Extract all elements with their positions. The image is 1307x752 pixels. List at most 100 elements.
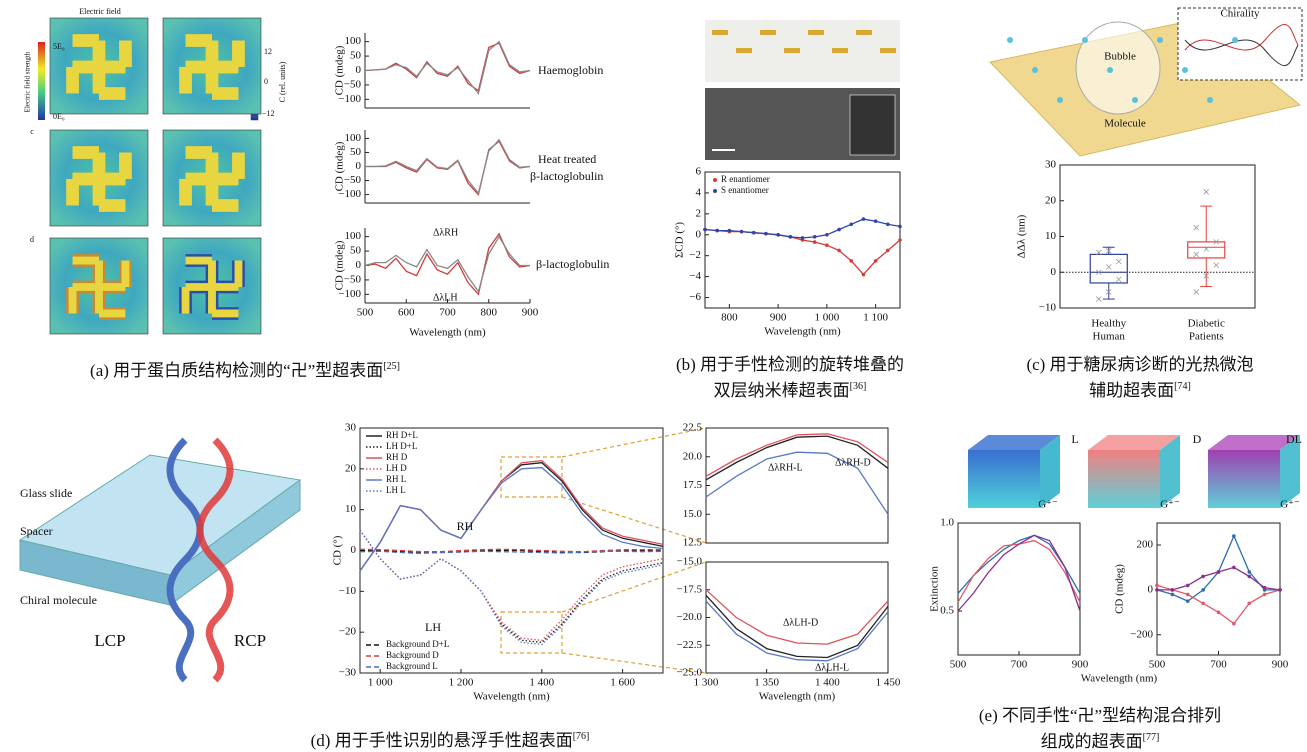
point	[837, 249, 841, 253]
x-tick-label: 1 600	[610, 677, 635, 689]
molecule	[1107, 67, 1113, 73]
plot-frame	[1060, 165, 1255, 308]
legend-label: RH D	[386, 452, 408, 462]
legend-label: R enantiomer	[721, 174, 770, 184]
point	[1171, 593, 1175, 597]
caption-line: (e) 不同手性“卍”型结构混合排列	[979, 706, 1221, 725]
y-tick-label: −10	[339, 585, 357, 597]
point	[1194, 225, 1199, 230]
point	[1194, 289, 1199, 294]
caption-ref: [76]	[573, 731, 590, 742]
point	[813, 235, 817, 239]
y-tick-label: 200	[1137, 539, 1154, 551]
point	[1106, 264, 1111, 269]
y-tick-label: 4	[696, 186, 702, 198]
point	[1201, 602, 1205, 606]
caption: (e) 不同手性“卍”型结构混合排列	[979, 706, 1221, 725]
y-tick-label: 100	[345, 132, 362, 144]
y-axis-label: Extinction	[929, 566, 941, 612]
point	[1214, 263, 1219, 268]
series-line	[1157, 585, 1280, 623]
point	[1186, 593, 1190, 597]
point	[862, 273, 866, 277]
x-tick-label: 900	[1072, 659, 1089, 671]
molecule	[1057, 97, 1063, 103]
y-tick-label: −200	[1130, 628, 1153, 640]
series-line	[360, 530, 663, 644]
y-axis-label: ΣCD (°)	[674, 222, 686, 258]
point	[1171, 588, 1175, 592]
point	[1247, 570, 1251, 574]
y-tick-label: 12.5	[683, 537, 703, 549]
caption: (b) 用于手性检测的旋转堆叠的	[676, 355, 904, 374]
y-tick-label: −50	[344, 273, 362, 285]
point	[874, 259, 878, 263]
annotation: Glass slide	[20, 486, 72, 500]
x-tick-label: 1 350	[754, 677, 779, 689]
molecule	[1082, 37, 1088, 43]
y-axis-label: CD (mdeg)	[334, 45, 346, 95]
y-tick-label: 22.5	[683, 422, 703, 434]
box	[1188, 242, 1225, 258]
annotation: Spacer	[20, 524, 53, 538]
sem-inset	[850, 95, 895, 155]
annotation: 0E₀	[53, 112, 65, 121]
annotation: ΔλRH-L	[768, 462, 803, 473]
legend-label: Background D+L	[386, 639, 449, 649]
cube	[1088, 450, 1160, 508]
annotation: β-lactoglobulin	[530, 169, 603, 183]
y-axis-label: CD (mdeg)	[1114, 564, 1126, 614]
caption-line: 组成的超表面	[1041, 732, 1143, 751]
point	[1186, 584, 1190, 588]
nanorod	[736, 48, 752, 53]
annotation: C (rel. units)	[278, 61, 287, 102]
annotation: Bubble	[1104, 51, 1136, 63]
x-tick-label: 900	[522, 307, 539, 319]
y-tick-label: −50	[344, 174, 362, 186]
x-tick-label: 700	[1011, 659, 1028, 671]
x-tick-label: 1 100	[863, 312, 888, 324]
x-tick-label: 600	[398, 307, 415, 319]
point	[849, 223, 853, 227]
y-tick-label: 10	[1045, 230, 1057, 242]
caption-ref: [77]	[1143, 732, 1160, 743]
y-tick-label: 100	[345, 35, 362, 47]
point	[813, 240, 817, 244]
y-tick-label: −20.0	[677, 611, 703, 623]
series-line	[958, 541, 1080, 603]
caption-line: 辅助超表面	[1089, 381, 1174, 400]
y-tick-label: 10	[345, 503, 357, 515]
y-tick-label: 100	[345, 230, 362, 242]
y-tick-label: 6	[696, 166, 702, 178]
point	[1096, 297, 1101, 302]
annotation: Chirality	[1220, 8, 1260, 20]
point	[1247, 602, 1251, 606]
series-line	[360, 551, 663, 553]
nanorod	[856, 30, 872, 35]
annotation: RH	[457, 519, 474, 533]
annotation: 5E₀	[53, 42, 65, 51]
y-tick-label: 17.5	[683, 479, 703, 491]
y-tick-label: 20	[1045, 194, 1057, 206]
legend-label: RH L	[386, 474, 406, 484]
point	[898, 225, 902, 229]
caption-ref: [74]	[1174, 381, 1191, 392]
y-tick-label: 1.0	[940, 517, 954, 529]
molecule	[1232, 37, 1238, 43]
point	[764, 232, 768, 236]
legend-label: LH D+L	[386, 441, 417, 451]
legend-marker	[713, 189, 717, 193]
y-tick-label: 20	[345, 462, 357, 474]
y-tick-label: 30	[345, 422, 357, 434]
x-tick-label: 1 400	[529, 677, 554, 689]
y-tick-label: −4	[689, 270, 701, 282]
annotation: RCP	[234, 631, 266, 650]
annotation: ΔλRH-D	[835, 457, 871, 468]
y-tick-label: 0	[356, 259, 362, 271]
legend-label: RH D+L	[386, 430, 418, 440]
point	[1217, 611, 1221, 615]
point	[1194, 252, 1199, 257]
y-tick-label: −30	[339, 667, 357, 679]
point	[849, 259, 853, 263]
x-tick-label: 500	[1149, 659, 1166, 671]
